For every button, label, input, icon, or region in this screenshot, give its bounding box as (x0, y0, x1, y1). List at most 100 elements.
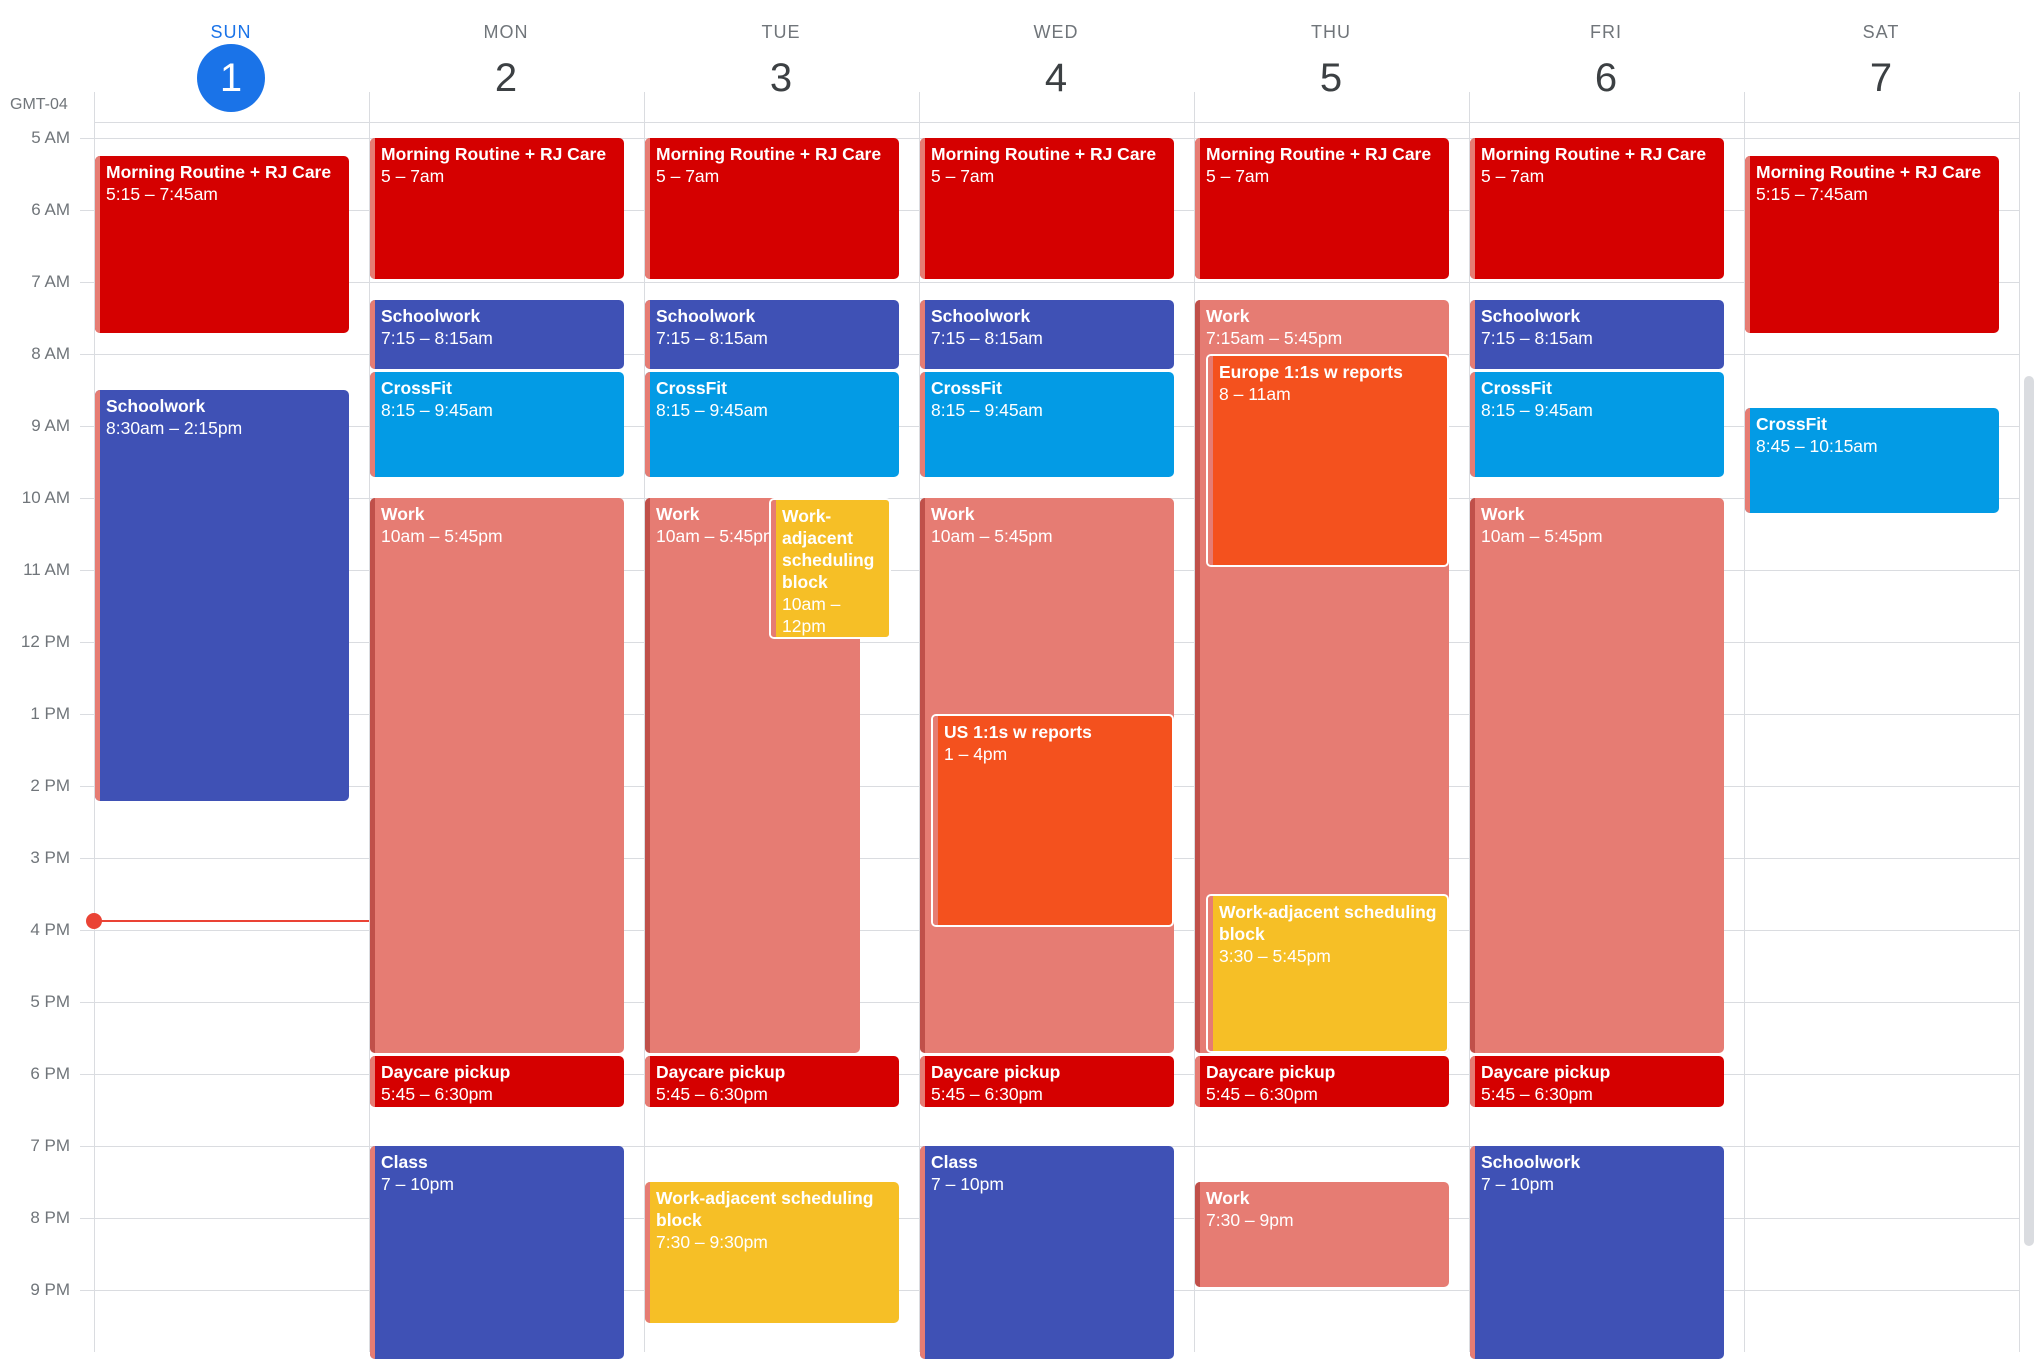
calendar-event[interactable]: Work-adjacent scheduling block 7:30 – 9:3… (645, 1182, 899, 1323)
event-color-stripe (645, 1182, 650, 1323)
day-name-thu[interactable]: THU (1311, 22, 1351, 42)
event-color-stripe (1195, 300, 1200, 1053)
today-date-circle[interactable] (197, 44, 265, 112)
calendar-event[interactable]: Work 10am – 5:45pm (370, 498, 624, 1053)
hour-label: 5 AM (31, 128, 70, 147)
event-color-stripe (920, 1146, 925, 1359)
event-color-stripe (771, 500, 776, 637)
calendar-event[interactable]: Europe 1:1s w reports 8 – 11am (1206, 354, 1449, 567)
calendar-event[interactable]: Morning Routine + RJ Care 5 – 7am (370, 138, 624, 279)
calendar-event[interactable]: Daycare pickup 5:45 – 6:30pm (1470, 1056, 1724, 1107)
day-column-divider (1744, 92, 1745, 1352)
day-column-divider (94, 92, 95, 1352)
calendar-event[interactable]: Daycare pickup 5:45 – 6:30pm (645, 1056, 899, 1107)
event-color-stripe (1470, 1056, 1475, 1107)
calendar-event[interactable]: Morning Routine + RJ Care 5 – 7am (920, 138, 1174, 279)
hour-label: 2 PM (30, 776, 70, 795)
event-time: 8:15 – 9:45am (931, 400, 1043, 420)
calendar-event[interactable]: Schoolwork 7 – 10pm (1470, 1146, 1724, 1359)
event-time: 5:45 – 6:30pm (1206, 1084, 1318, 1104)
event-time: 8:30am – 2:15pm (106, 418, 243, 438)
day-column-divider (1469, 92, 1470, 1352)
event-color-stripe (920, 300, 925, 369)
event-time: 7 – 10pm (1481, 1174, 1554, 1194)
calendar-event[interactable]: Work-adjacent scheduling block 3:30 – 5:4… (1206, 894, 1449, 1053)
event-time: 5:15 – 7:45am (106, 184, 218, 204)
calendar-event[interactable]: Schoolwork 8:30am – 2:15pm (95, 390, 349, 801)
event-time: 5:45 – 6:30pm (931, 1084, 1043, 1104)
day-date-3[interactable]: 3 (769, 56, 793, 100)
calendar-event[interactable]: Morning Routine + RJ Care 5 – 7am (1195, 138, 1449, 279)
event-time: 8:15 – 9:45am (656, 400, 768, 420)
calendar-event[interactable]: Work 7:30 – 9pm (1195, 1182, 1449, 1287)
day-name-sat[interactable]: SAT (1862, 22, 1900, 42)
day-date-6[interactable]: 6 (1594, 56, 1618, 100)
day-name-fri[interactable]: FRI (1590, 22, 1622, 42)
day-name-sun[interactable]: SUN (210, 22, 252, 42)
event-title: Schoolwork (381, 306, 481, 326)
calendar-event[interactable]: Morning Routine + RJ Care 5:15 – 7:45am (95, 156, 349, 333)
event-time: 7:15 – 8:15am (656, 328, 768, 348)
day-column-divider (919, 92, 920, 1352)
event-time: 5:45 – 6:30pm (381, 1084, 493, 1104)
day-date-4[interactable]: 4 (1044, 56, 1068, 100)
event-time: 5 – 7am (656, 166, 720, 186)
event-title: CrossFit (1756, 414, 1827, 434)
event-title: Schoolwork (106, 396, 206, 416)
calendar-event[interactable]: Schoolwork 7:15 – 8:15am (1470, 300, 1724, 369)
day-name-tue[interactable]: TUE (761, 22, 801, 42)
event-title: Work-adjacent scheduling block (1219, 902, 1437, 944)
event-time: 10am – 5:45pm (1481, 526, 1603, 546)
calendar-event[interactable]: Class 7 – 10pm (370, 1146, 624, 1359)
calendar-event[interactable]: CrossFit 8:15 – 9:45am (645, 372, 899, 477)
hour-label: 5 PM (30, 992, 70, 1011)
event-color-stripe (1470, 372, 1475, 477)
calendar-event[interactable]: CrossFit 8:15 – 9:45am (920, 372, 1174, 477)
hour-label: 9 AM (31, 416, 70, 435)
calendar-event[interactable]: Daycare pickup 5:45 – 6:30pm (370, 1056, 624, 1107)
calendar-event[interactable]: CrossFit 8:15 – 9:45am (370, 372, 624, 477)
calendar-event[interactable]: Daycare pickup 5:45 – 6:30pm (920, 1056, 1174, 1107)
event-title: Schoolwork (656, 306, 756, 326)
event-title: Daycare pickup (381, 1062, 511, 1082)
day-date-2[interactable]: 2 (494, 56, 518, 100)
calendar-event[interactable]: Morning Routine + RJ Care 5 – 7am (645, 138, 899, 279)
vertical-scrollbar[interactable] (2024, 376, 2034, 1246)
event-title: Morning Routine + RJ Care (1206, 144, 1432, 164)
calendar-event[interactable]: Schoolwork 7:15 – 8:15am (920, 300, 1174, 369)
calendar-event[interactable]: US 1:1s w reports 1 – 4pm (931, 714, 1174, 927)
hour-label: 7 AM (31, 272, 70, 291)
event-title: Morning Routine + RJ Care (1756, 162, 1982, 182)
calendar-event[interactable]: Class 7 – 10pm (920, 1146, 1174, 1359)
hour-label: 3 PM (30, 848, 70, 867)
event-title: US 1:1s w reports (944, 722, 1092, 742)
event-time: 5:15 – 7:45am (1756, 184, 1868, 204)
calendar-event[interactable]: CrossFit 8:45 – 10:15am (1745, 408, 1999, 513)
day-date-7[interactable]: 7 (1869, 56, 1893, 100)
event-time: 5 – 7am (381, 166, 445, 186)
event-title: CrossFit (931, 378, 1002, 398)
calendar-event[interactable]: Morning Routine + RJ Care 5:15 – 7:45am (1745, 156, 1999, 333)
day-date-5[interactable]: 5 (1319, 56, 1343, 100)
day-date-1[interactable]: 1 (219, 56, 243, 100)
event-time: 10am – 5:45pm (656, 526, 778, 546)
calendar-event[interactable]: Daycare pickup 5:45 – 6:30pm (1195, 1056, 1449, 1107)
event-time: 10am – 5:45pm (931, 526, 1053, 546)
day-name-wed[interactable]: WED (1033, 22, 1079, 42)
event-color-stripe (920, 1056, 925, 1107)
hour-label: 12 PM (20, 632, 70, 651)
event-title: Daycare pickup (1481, 1062, 1611, 1082)
event-color-stripe (1195, 1182, 1200, 1287)
event-color-stripe (645, 138, 650, 279)
calendar-event[interactable]: CrossFit 8:15 – 9:45am (1470, 372, 1724, 477)
hour-label: 4 PM (30, 920, 70, 939)
calendar-event[interactable]: Schoolwork 7:15 – 8:15am (370, 300, 624, 369)
event-time: 5:45 – 6:30pm (1481, 1084, 1593, 1104)
calendar-event[interactable]: Work 10am – 5:45pm (1470, 498, 1724, 1053)
event-color-stripe (95, 390, 100, 801)
calendar-event[interactable]: Morning Routine + RJ Care 5 – 7am (1470, 138, 1724, 279)
calendar-event[interactable]: Work-adjacent scheduling block 10am – 12p… (769, 498, 891, 639)
day-name-mon[interactable]: MON (483, 22, 529, 42)
calendar-event[interactable]: Schoolwork 7:15 – 8:15am (645, 300, 899, 369)
